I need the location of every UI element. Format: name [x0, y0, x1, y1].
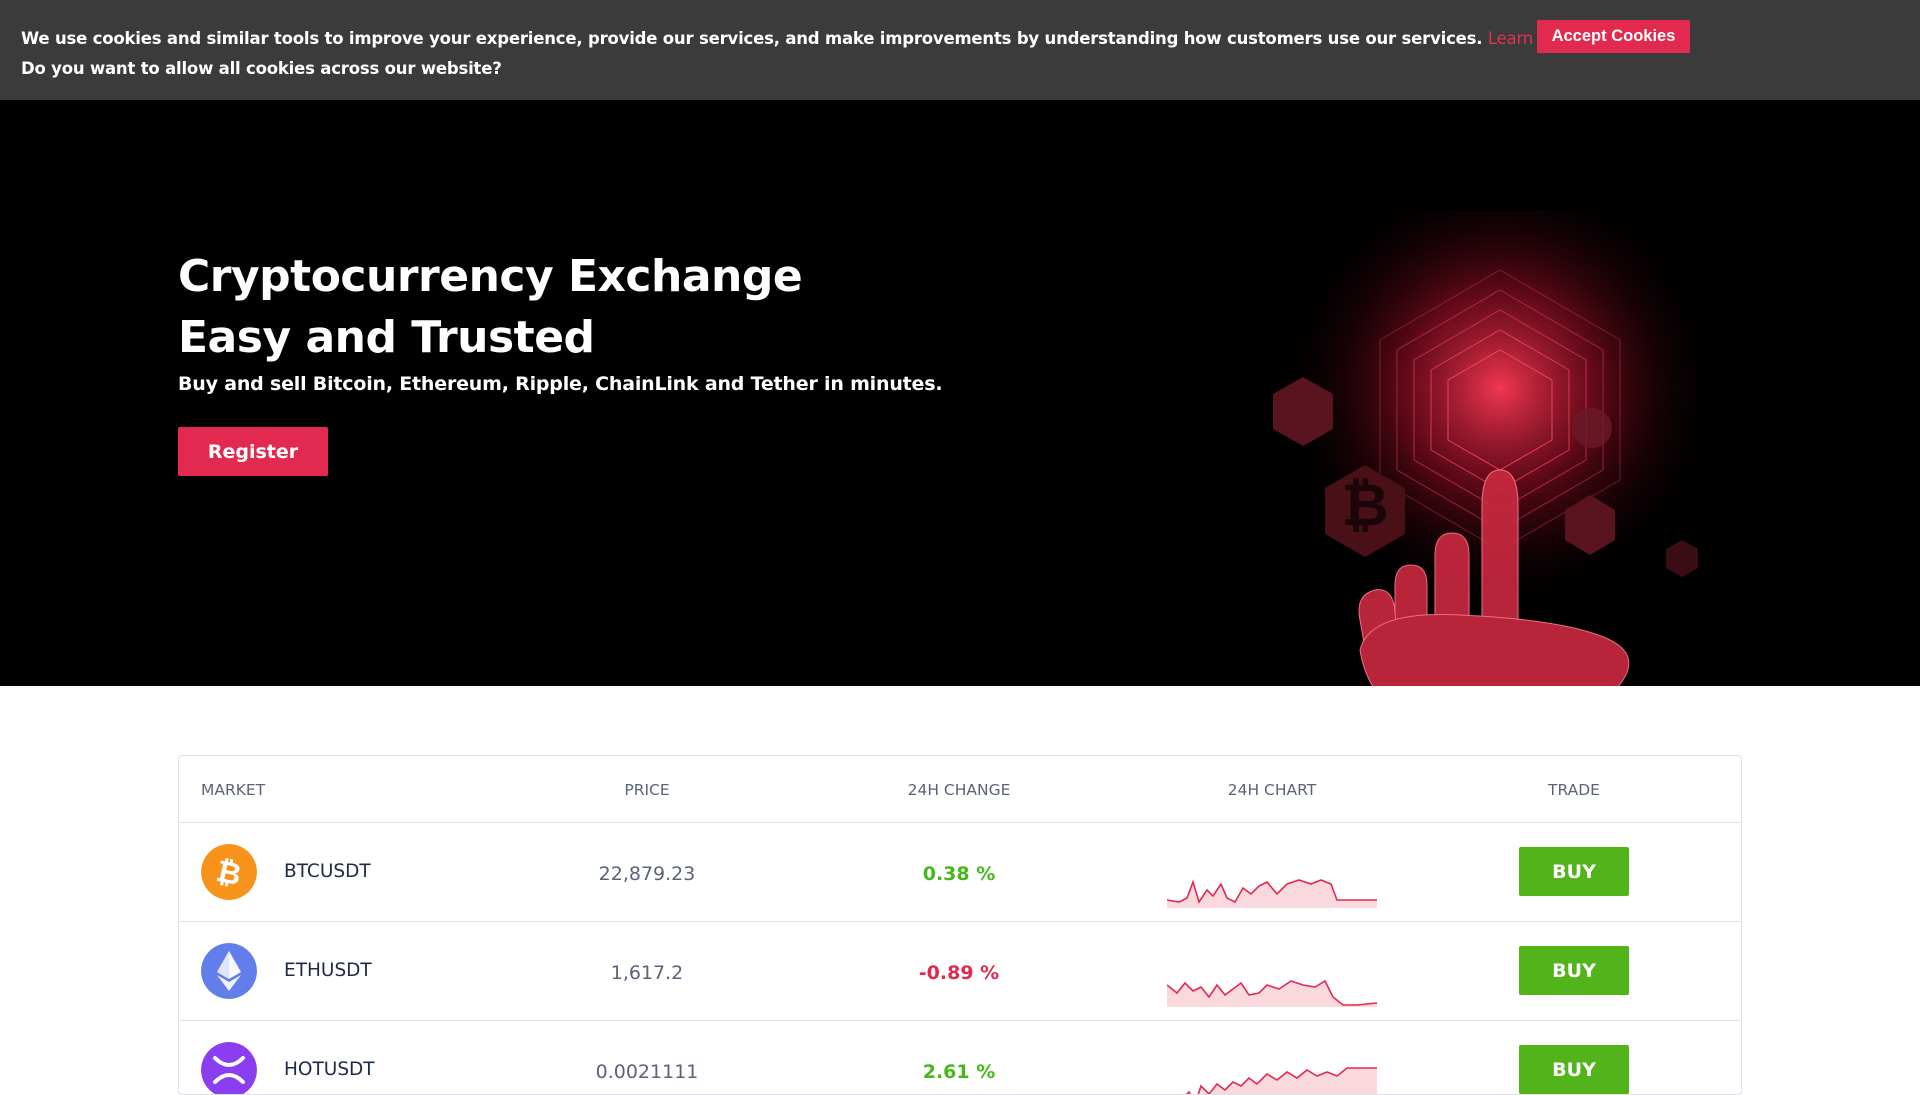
header-price: PRICE — [624, 781, 670, 799]
market-price: 22,879.23 — [598, 863, 696, 885]
market-change: -0.89 % — [918, 962, 1000, 984]
ethereum-icon — [201, 943, 257, 999]
table-row: ETHUSDT 1,617.2 -0.89 % BUY — [179, 922, 1741, 1021]
buy-button-btcusdt[interactable]: BUY — [1519, 847, 1629, 896]
market-symbol: BTCUSDT — [284, 861, 371, 882]
header-market: MARKET — [201, 781, 266, 799]
register-button[interactable]: Register — [178, 427, 328, 476]
hero-section: Cryptocurrency Exchange Easy and Trusted… — [0, 100, 1920, 686]
hexagon-shape — [1273, 377, 1333, 446]
header-24h-chart: 24H CHART — [1227, 781, 1317, 799]
market-symbol: HOTUSDT — [284, 1059, 375, 1080]
table-row: HOTUSDT 0.0021111 2.61 % BUY — [179, 1021, 1741, 1094]
hero-title-line-1: Cryptocurrency Exchange — [178, 251, 803, 302]
holo-icon — [201, 1042, 257, 1094]
market-change: 2.61 % — [922, 1061, 996, 1083]
hero-title-line-2: Easy and Trusted — [178, 312, 595, 363]
hero-hand-hexagon-illustration: ₿ — [1273, 210, 1720, 686]
header-24h-change: 24H CHANGE — [907, 781, 1011, 799]
cookie-message: We use cookies and similar tools to impr… — [21, 29, 1483, 48]
market-price: 1,617.2 — [610, 962, 684, 984]
bitcoin-hexagon — [1325, 465, 1405, 557]
svg-text:₿: ₿ — [1341, 471, 1388, 539]
market-change: 0.38 % — [922, 863, 996, 885]
table-row: ₿ BTCUSDT 22,879.23 0.38 % BUY — [179, 823, 1741, 922]
buy-button-hotusdt[interactable]: BUY — [1519, 1045, 1629, 1094]
hero-subtitle: Buy and sell Bitcoin, Ethereum, Ripple, … — [178, 373, 943, 395]
market-symbol: ETHUSDT — [284, 960, 372, 981]
bitcoin-icon: ₿ — [201, 844, 257, 900]
sparkline-chart — [1167, 979, 1377, 1007]
accept-cookies-button[interactable]: Accept Cookies — [1537, 20, 1690, 53]
buy-button-ethusdt[interactable]: BUY — [1519, 946, 1629, 995]
market-table: MARKET PRICE 24H CHANGE 24H CHART TRADE … — [178, 755, 1742, 1095]
cookie-question: Do you want to allow all cookies across … — [21, 59, 502, 78]
sparkline-chart — [1185, 1067, 1377, 1094]
market-price: 0.0021111 — [595, 1061, 699, 1083]
table-header: MARKET PRICE 24H CHANGE 24H CHART TRADE — [179, 756, 1741, 823]
sparkline-chart — [1167, 879, 1377, 908]
cookie-banner: We use cookies and similar tools to impr… — [0, 0, 1920, 100]
hero-title: Cryptocurrency Exchange Easy and Trusted — [178, 246, 803, 368]
cookie-text: We use cookies and similar tools to impr… — [21, 24, 1656, 84]
header-trade: TRADE — [1548, 781, 1600, 799]
